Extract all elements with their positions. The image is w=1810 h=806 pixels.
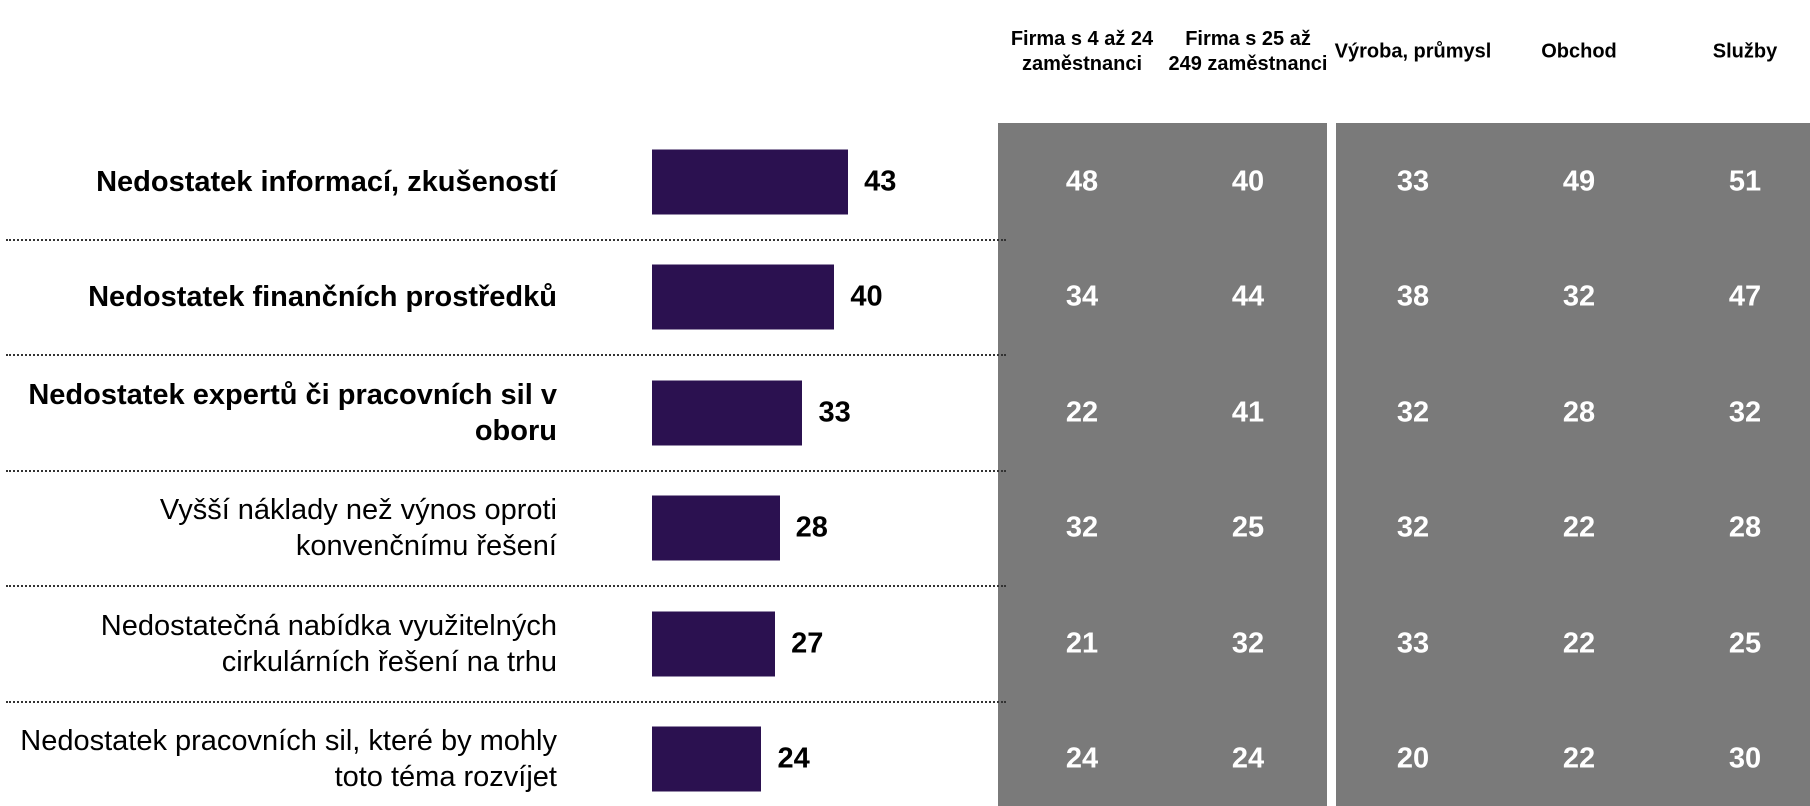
category-label: Nedostatečná nabídka využitelných cirkul… [100, 609, 557, 678]
value-label: 28 [795, 511, 828, 544]
table-cell: 32 [1231, 627, 1265, 660]
table-cell: 49 [1562, 165, 1596, 198]
table-cell: 32 [1728, 396, 1762, 429]
category-label: Nedostatek pracovních sil, které by mohl… [20, 725, 557, 793]
table-block [998, 123, 1327, 806]
category-label: Nedostatek finančních prostředků [88, 281, 557, 314]
table-cell: 28 [1562, 396, 1596, 429]
column-header: Firma s 4 až 24 zaměstnanci [1010, 28, 1154, 75]
table-cell: 24 [1065, 742, 1099, 775]
table-cell: 48 [1065, 165, 1099, 198]
table-cell: 22 [1562, 511, 1596, 544]
column-header: Výroba, průmysl [1334, 40, 1492, 63]
table-cell: 32 [1065, 511, 1099, 544]
table-block [1336, 123, 1810, 806]
table-cell: 34 [1065, 280, 1099, 313]
table-cell: 22 [1562, 627, 1596, 660]
column-header: Obchod [1541, 40, 1617, 63]
table-cell: 20 [1396, 742, 1430, 775]
bar [652, 726, 762, 792]
table-cell: 32 [1396, 511, 1430, 544]
table-cell: 38 [1396, 280, 1430, 313]
table-cell: 25 [1231, 511, 1265, 544]
table-cell: 22 [1065, 396, 1099, 429]
bar [652, 264, 835, 330]
value-label: 33 [818, 396, 851, 429]
separator [6, 354, 1006, 357]
table-cell: 32 [1396, 396, 1430, 429]
bar [652, 495, 780, 561]
value-label: 40 [850, 280, 883, 313]
value-label: 43 [864, 165, 897, 198]
table-cell: 44 [1231, 280, 1265, 313]
table-cell: 28 [1728, 511, 1762, 544]
table-cell: 25 [1728, 627, 1762, 660]
table-cell: 47 [1728, 280, 1762, 313]
table-cell: 51 [1728, 165, 1762, 198]
table-cell: 33 [1396, 165, 1430, 198]
separator [6, 700, 1006, 703]
table-cell: 33 [1396, 627, 1430, 660]
category-label: Nedostatek informací, zkušeností [96, 166, 557, 198]
separator [6, 469, 1006, 472]
bar [652, 149, 849, 215]
category-label: Vyšší náklady než výnos oproti konvenční… [159, 494, 557, 563]
category-label: Nedostatek expertů či pracovních sil v o… [28, 378, 557, 447]
value-label: 24 [777, 742, 810, 775]
bar [652, 380, 803, 446]
separator [6, 239, 1006, 241]
bar [652, 611, 776, 677]
table-cell: 40 [1231, 165, 1265, 198]
separator [6, 585, 1006, 588]
table-cell: 24 [1231, 742, 1265, 775]
value-label: 27 [791, 627, 824, 660]
table-cell: 41 [1231, 396, 1265, 429]
table-cell: 22 [1562, 742, 1596, 775]
column-header: Firma s 25 až 249 zaměstnanci [1168, 28, 1328, 75]
column-header: Služby [1712, 40, 1778, 63]
table-cell: 30 [1728, 742, 1762, 775]
table-cell: 21 [1065, 627, 1099, 660]
table-cell: 32 [1562, 280, 1596, 313]
